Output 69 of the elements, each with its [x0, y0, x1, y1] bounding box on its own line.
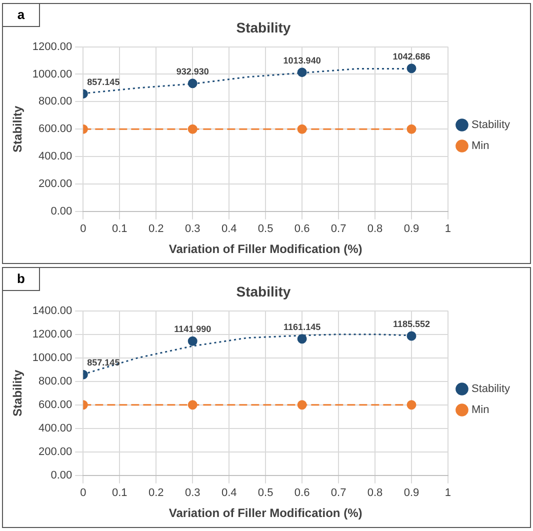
x-tick-label: 0.6 [294, 223, 310, 236]
point [406, 124, 416, 134]
y-tick-label: 800.00 [38, 375, 72, 388]
x-axis-title: Variation of Filler Modification (%) [168, 506, 362, 520]
data-label: 1161.145 [284, 322, 321, 332]
y-tick-label: 1000.00 [32, 68, 72, 80]
y-tick-label: 600.00 [38, 398, 72, 411]
x-tick-label: 0.8 [367, 223, 383, 236]
y-axis-title: Stability [10, 105, 25, 152]
y-tick-label: 1400.00 [32, 304, 72, 317]
x-tick-label: 0.7 [330, 487, 346, 500]
point [406, 400, 416, 410]
x-tick-label: 0.9 [404, 223, 420, 236]
x-tick-label: 0.9 [404, 487, 420, 500]
x-tick-label: 1 [444, 223, 452, 236]
point [406, 331, 416, 341]
x-tick-label: 0.6 [294, 487, 310, 500]
chart-title: Stability [236, 19, 291, 36]
point [188, 336, 198, 346]
y-tick-label: 1200.00 [32, 40, 72, 53]
x-tick-label: 0.2 [148, 223, 164, 236]
legend-label: Stability [471, 119, 510, 132]
y-tick-label: 200.00 [38, 178, 72, 190]
data-label: 1141.990 [174, 324, 212, 334]
y-tick-label: 800.00 [38, 96, 72, 108]
point [188, 78, 198, 88]
x-tick-label: 0.3 [184, 223, 200, 236]
y-tick-label: 400.00 [38, 150, 72, 163]
legend-label: Stability [471, 383, 510, 396]
y-tick-label: 1200.00 [32, 328, 72, 340]
x-tick-label: 0.8 [367, 487, 383, 500]
text: a [3, 4, 40, 27]
legend-label: Min [471, 140, 490, 152]
y-tick-label: 200.00 [38, 446, 72, 458]
x-tick-label: 0.7 [330, 223, 346, 236]
point [297, 68, 307, 78]
data-label: 857.145 [87, 358, 120, 368]
x-tick-label: 0 [80, 223, 86, 236]
data-label: 932.930 [176, 66, 209, 76]
x-tick-label: 0.5 [258, 487, 274, 500]
x-tick-label: 0.4 [221, 223, 237, 236]
x-tick-label: 0.2 [148, 487, 164, 500]
x-tick-label: 0.5 [258, 223, 274, 236]
y-tick-label: 1000.00 [32, 352, 72, 364]
chart-title: Stability [236, 283, 291, 300]
point [188, 400, 198, 410]
point [406, 64, 416, 74]
data-label: 1185.552 [392, 318, 430, 329]
x-tick-label: 0.3 [184, 487, 200, 500]
point [188, 124, 198, 134]
x-tick-label: 0.1 [112, 487, 128, 500]
text: b [3, 268, 40, 291]
y-tick-label: 0.00 [50, 469, 72, 482]
x-tick-label: 0 [80, 487, 86, 500]
point [297, 400, 307, 410]
point [297, 124, 307, 134]
x-axis-title: Variation of Filler Modification (%) [168, 242, 362, 256]
y-tick-label: 600.00 [38, 123, 72, 136]
data-label: 1013.940 [283, 55, 321, 66]
y-tick-label: 0.00 [50, 205, 72, 218]
y-axis-title: Stability [10, 369, 25, 416]
y-tick-label: 400.00 [38, 422, 72, 434]
x-tick-label: 1 [444, 487, 452, 500]
legend-label: Min [471, 404, 490, 416]
x-tick-label: 0.4 [221, 487, 237, 500]
x-tick-label: 0.1 [112, 223, 128, 236]
point [297, 334, 307, 344]
data-label: 1042.686 [392, 51, 430, 62]
data-label: 857.145 [87, 76, 120, 87]
